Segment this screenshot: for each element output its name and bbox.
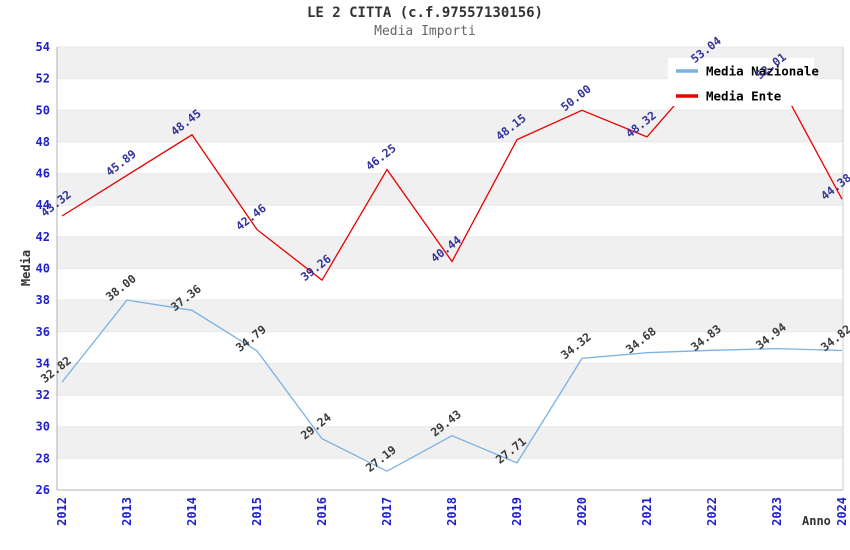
y-tick-label: 54 [36, 40, 50, 54]
legend-box [668, 58, 814, 106]
grid-band [57, 236, 843, 269]
y-tick-label: 26 [36, 483, 50, 497]
y-tick-label: 46 [36, 167, 50, 181]
data-label-media-ente: 46.25 [363, 141, 399, 173]
data-label-media-nazionale: 38.00 [103, 271, 139, 303]
data-label-media-ente: 50.00 [558, 82, 594, 114]
y-tick-label: 40 [36, 262, 50, 276]
x-tick-label: 2018 [445, 497, 459, 526]
x-tick-label: 2015 [250, 497, 264, 526]
legend-label-media-nazionale: Media Nazionale [706, 64, 819, 79]
y-tick-label: 48 [36, 135, 50, 149]
y-tick-label: 28 [36, 451, 50, 465]
y-tick-label: 52 [36, 72, 50, 86]
y-tick-label: 34 [36, 356, 50, 370]
legend-label-media-ente: Media Ente [706, 89, 782, 104]
x-tick-label: 2016 [315, 497, 329, 526]
grid-band [57, 426, 843, 459]
x-axis-title: Anno [802, 514, 831, 528]
y-tick-label: 38 [36, 293, 50, 307]
x-tick-label: 2014 [185, 497, 199, 526]
x-tick-label: 2012 [55, 497, 69, 526]
x-tick-label: 2022 [705, 497, 719, 526]
y-tick-label: 44 [36, 198, 50, 212]
y-tick-label: 50 [36, 103, 50, 117]
x-tick-label: 2024 [835, 497, 849, 526]
y-tick-label: 36 [36, 325, 50, 339]
grid-band [57, 363, 843, 396]
x-tick-label: 2020 [575, 497, 589, 526]
y-axis-title: Media [19, 249, 34, 287]
legend: Media Nazionale Media Ente [668, 58, 819, 106]
grid-band [57, 173, 843, 206]
y-tick-label: 30 [36, 420, 50, 434]
series-line-media-nazionale [61, 299, 843, 472]
x-tick-label: 2013 [120, 497, 134, 526]
x-tick-label: 2021 [640, 497, 654, 526]
chart-title: LE 2 CITTA (c.f.97557130156) [306, 5, 543, 21]
x-tick-label: 2019 [510, 497, 524, 526]
grid-band [57, 300, 843, 332]
chart-subtitle: Media Importi [374, 24, 476, 39]
y-tick-label: 32 [36, 388, 50, 402]
data-label-media-ente: 42.46 [233, 201, 269, 233]
x-tick-label: 2023 [770, 497, 784, 526]
x-tick-label: 2017 [380, 497, 394, 526]
y-tick-label: 42 [36, 230, 50, 244]
